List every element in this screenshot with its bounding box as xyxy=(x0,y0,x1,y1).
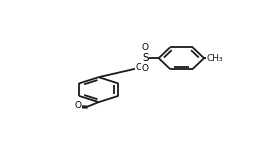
Text: CH₃: CH₃ xyxy=(206,54,223,63)
Text: O: O xyxy=(141,43,148,52)
Text: O: O xyxy=(135,63,142,72)
Text: O: O xyxy=(74,101,81,110)
Text: O: O xyxy=(141,64,148,73)
Text: S: S xyxy=(142,53,149,63)
